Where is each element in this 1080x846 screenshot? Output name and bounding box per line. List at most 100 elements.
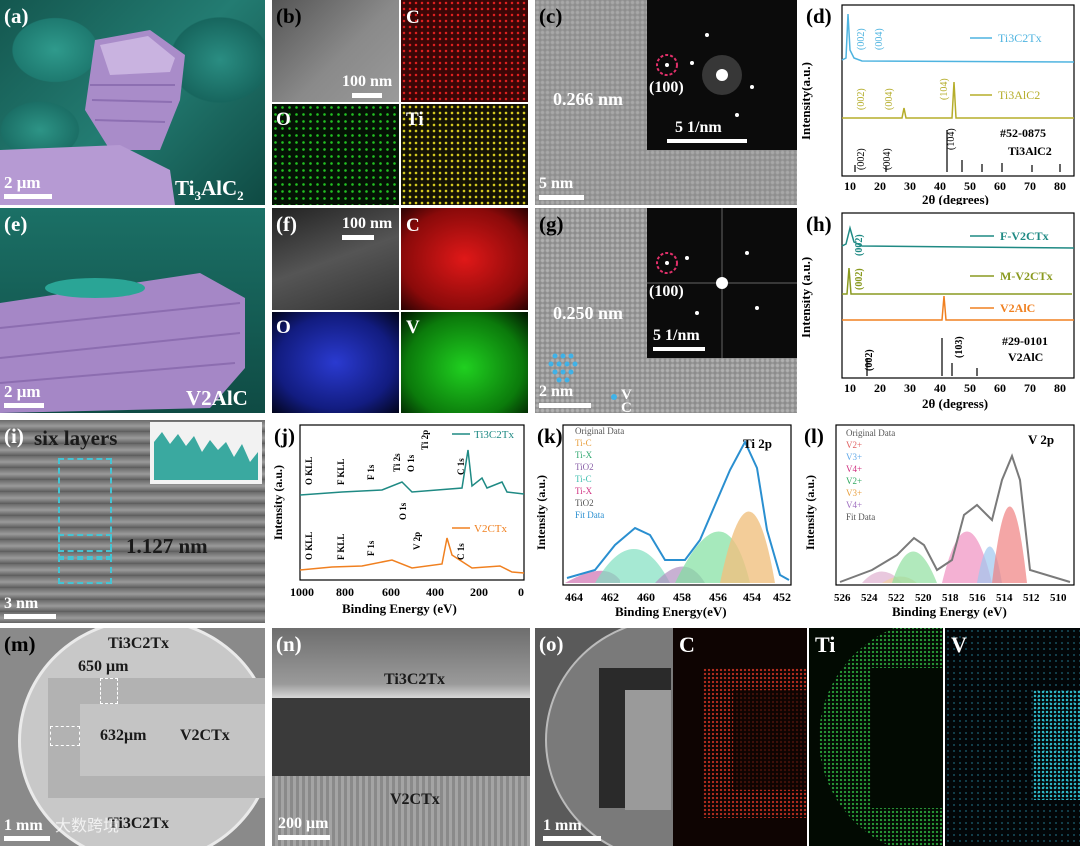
panel-n-scale: 200 μm [278, 815, 329, 832]
panel-o-map-ti-label: Ti [815, 632, 836, 657]
panel-f-scalebar [342, 235, 374, 240]
panel-g-fft-pattern [647, 208, 797, 358]
svg-text:V2+: V2+ [846, 440, 862, 450]
svg-text:458: 458 [673, 590, 691, 604]
panel-g-hrtem: (100) 5 1/nm (g) 0.250 nm 2 nm V C [535, 208, 797, 413]
panel-i-box-small [58, 556, 112, 584]
svg-text:460: 460 [637, 590, 655, 604]
panel-f-scale: 100 nm [342, 215, 393, 232]
svg-text:Ti 2s: Ti 2s [392, 453, 402, 472]
svg-text:V2+: V2+ [846, 476, 862, 486]
panel-k-title: Ti 2p [743, 436, 772, 451]
svg-text:F 1s: F 1s [366, 540, 376, 556]
panel-m-scale: 1 mm [4, 817, 43, 834]
panel-b-map-o [272, 104, 399, 205]
panel-o-scalebar [543, 836, 601, 841]
panel-h-ticks: 10 20 30 40 50 60 70 80 [844, 381, 1066, 395]
panel-b-eds: (b) 100 nm C O Ti [272, 0, 528, 205]
panel-l-xlabel: Binding Energy (eV) [892, 604, 1007, 619]
panel-c-fft: (100) 5 1/nm [647, 0, 797, 150]
panel-a-scale: 2 μm [4, 173, 41, 192]
panel-b-map-c-label: C [406, 7, 420, 28]
svg-text:20: 20 [874, 381, 886, 395]
panel-g-scalebar [539, 403, 591, 408]
panel-g-label: (g) [539, 212, 564, 236]
panel-m-bottom-label: Ti3C2Tx [108, 815, 170, 832]
svg-text:456: 456 [709, 590, 727, 604]
panel-c-fft-pattern [656, 33, 754, 117]
svg-text:520: 520 [915, 592, 932, 604]
panel-h-legend-0: F-V2CTx [1000, 229, 1049, 243]
panel-k-legend: Original Data Ti-C Ti-X TiO2 Ti-C Ti-X T… [575, 426, 624, 520]
panel-n-top-film [272, 628, 530, 698]
panel-c-fft-scale: 5 1/nm [675, 119, 722, 136]
panel-m-inner-channel [80, 704, 265, 776]
panel-o-label: (o) [539, 632, 564, 656]
panel-o-map-v-label: V [951, 632, 967, 657]
svg-text:60: 60 [994, 179, 1006, 193]
panel-n-bottom-film [272, 776, 530, 846]
panel-c-label: (c) [539, 4, 563, 28]
panel-h-xrd-chart: Intensity (a.u.) 10 20 30 40 50 60 70 80 2θ … [802, 208, 1080, 413]
panel-l-frame [835, 424, 1075, 586]
panel-o-scale: 1 mm [543, 817, 582, 834]
svg-text:40: 40 [934, 179, 946, 193]
panel-d-label: (d) [806, 4, 832, 28]
panel-j-series-v2ctx [299, 537, 525, 574]
panel-o-map-c [673, 628, 807, 846]
panel-e-label: (e) [4, 212, 28, 236]
svg-text:30: 30 [904, 381, 916, 395]
panel-d-peak-mid-0: (002) [856, 88, 867, 110]
panel-c-hrtem: (100) 5 1/nm (c) 0.266 nm 5 nm [535, 0, 797, 205]
svg-text:Ti-X: Ti-X [575, 486, 593, 496]
panel-b-map-ti [401, 104, 528, 205]
panel-f-map-o-label: O [276, 317, 291, 338]
panel-d-peak-top-0: (002) [856, 28, 867, 50]
panel-m-width2: 632μm [100, 727, 147, 744]
panel-h-peak-0: (002) [854, 234, 865, 256]
svg-text:522: 522 [888, 592, 905, 604]
panel-d-peak-mid-1: (004) [884, 88, 895, 110]
panel-f-map-c [401, 208, 528, 310]
svg-text:516: 516 [969, 592, 986, 604]
panel-d-peak-top-1: (004) [874, 28, 885, 50]
panel-m-label: (m) [4, 632, 36, 656]
svg-text:60: 60 [994, 381, 1006, 395]
svg-text:80: 80 [1054, 179, 1066, 193]
panel-j-frame [299, 424, 525, 581]
svg-text:1000: 1000 [290, 585, 314, 599]
panel-b-scalebar [352, 93, 382, 98]
panel-h-legend-2: V2AlC [1000, 301, 1035, 315]
panel-n-scalebar [278, 835, 330, 840]
panel-k-ylabel: Intensity (a.u.) [535, 475, 548, 550]
panel-j-label: (j) [274, 424, 295, 448]
panel-k-ticks: 464 462 460 458 456 454 452 [565, 590, 791, 604]
panel-h-legend-1: M-V2CTx [1000, 269, 1053, 283]
panel-j-series-ti3c2tx [299, 449, 525, 496]
panel-c-scale: 5 nm [539, 175, 574, 192]
panel-h-label: (h) [806, 212, 832, 236]
panel-k-svg: Intensity (a.u.) 464 462 460 458 456 454 45… [535, 424, 792, 619]
svg-text:526: 526 [834, 592, 851, 604]
panel-d-ref-name: Ti3AlC2 [1008, 144, 1052, 158]
panel-f-label: (f) [276, 212, 297, 236]
panel-j-svg: Intensity (a.u.) 1000 800 600 400 200 0 Bin… [272, 424, 525, 616]
panel-d-legend-1: Ti3AlC2 [998, 88, 1040, 102]
panel-m-center-label: V2CTx [180, 727, 230, 744]
panel-h-peak-1: (002) [854, 268, 865, 290]
svg-text:V3+: V3+ [846, 452, 862, 462]
svg-text:C 1s: C 1s [456, 458, 466, 475]
panel-d-xlabel: 2θ (degrees) [922, 192, 989, 205]
panel-h-series-f-v2ctx [841, 225, 1075, 249]
svg-text:F 1s: F 1s [366, 464, 376, 480]
panel-h-frame [841, 212, 1075, 379]
panel-j-xlabel: Binding Energy (eV) [342, 601, 457, 616]
panel-m-top-label: Ti3C2Tx [108, 635, 170, 652]
panel-k-xps-ti2p: Intensity (a.u.) 464 462 460 458 456 454 45… [535, 420, 797, 623]
panel-g-fft: (100) 5 1/nm [647, 208, 797, 358]
panel-n-top-label: Ti3C2Tx [384, 671, 446, 688]
svg-text:514: 514 [996, 592, 1013, 604]
svg-text:TiO2: TiO2 [575, 462, 594, 472]
panel-l-xps-v2p: Intensity (a.u.) 526 524 522 520 518 516 51… [802, 420, 1080, 623]
panel-o-sample [625, 690, 671, 810]
